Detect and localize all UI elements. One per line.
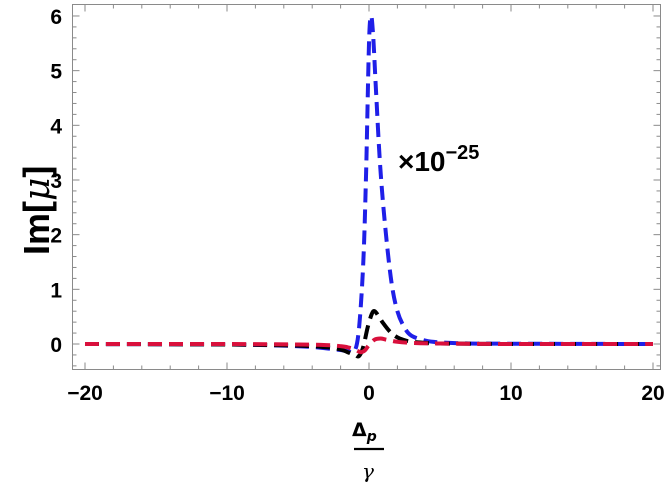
svg-text:Δp: Δp [352, 419, 377, 445]
y-tick-label: 0 [50, 334, 62, 357]
y-tick-labels: 0 1 2 3 4 5 6 [50, 6, 62, 357]
x-tick-label: 0 [363, 382, 375, 405]
y-tick-label: 4 [50, 115, 62, 138]
data-series [84, 13, 654, 359]
x-tick-label: −10 [209, 382, 245, 405]
x-tick-label: 20 [641, 382, 664, 405]
series-line-black [84, 309, 654, 359]
y-tick-label: 5 [50, 61, 62, 84]
y-axis-label: Im[μ] [16, 166, 58, 255]
axis-ticks [72, 4, 661, 370]
y-tick-label: 2 [50, 225, 62, 248]
y-tick-label: 3 [50, 170, 62, 193]
scale-annotation: ×10−25 [398, 142, 479, 177]
x-tick-labels: −20 −10 0 10 20 [67, 382, 664, 405]
series-line-blue [84, 13, 654, 355]
y-tick-label: 6 [50, 6, 62, 29]
x-tick-label: 10 [499, 382, 522, 405]
y-tick-label: 1 [50, 279, 62, 302]
svg-text:γ: γ [362, 459, 374, 483]
x-axis-label: Δp γ [352, 419, 384, 483]
plot-frame [72, 4, 661, 370]
x-tick-label: −20 [67, 382, 103, 405]
series-line-red [84, 336, 654, 355]
